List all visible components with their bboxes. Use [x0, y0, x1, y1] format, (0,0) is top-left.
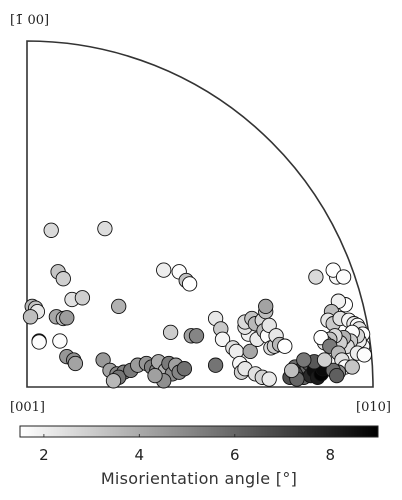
colorbar-tick-label-4: 4 — [135, 446, 145, 464]
data-point-131 — [316, 352, 333, 368]
data-point-23 — [181, 276, 198, 292]
scatter-points — [22, 220, 372, 389]
data-point-18 — [67, 355, 84, 372]
data-point-14 — [31, 334, 47, 350]
colorbar-tick-label-6: 6 — [230, 446, 240, 464]
colorbar — [19, 425, 379, 438]
data-point-47 — [188, 328, 205, 344]
data-point-75 — [261, 371, 277, 387]
data-point-99 — [335, 269, 352, 285]
data-point-19 — [111, 298, 127, 315]
data-point-130 — [329, 367, 345, 384]
data-point-95 — [284, 362, 300, 379]
corner-label-top: [1̄ 00] — [10, 13, 49, 28]
data-point-57 — [242, 343, 258, 360]
stereographic-triangle-outline — [26, 40, 374, 388]
data-point-0 — [43, 222, 59, 238]
data-point-3 — [55, 271, 71, 287]
data-point-29 — [105, 373, 122, 389]
data-point-9 — [22, 309, 39, 325]
data-point-67 — [258, 298, 274, 315]
colorbar-tick-label-8: 8 — [326, 446, 336, 464]
colorbar-tick-label-2: 2 — [39, 446, 49, 464]
data-point-133 — [356, 347, 372, 363]
data-point-1 — [97, 220, 113, 237]
data-point-44 — [147, 367, 163, 384]
data-point-5 — [74, 290, 91, 306]
colorbar-ticks: 2 4 6 8 — [39, 434, 335, 464]
data-point-20 — [156, 262, 172, 278]
data-point-92 — [296, 352, 312, 368]
data-point-127 — [344, 359, 360, 375]
corner-label-right: [010] — [356, 400, 391, 415]
data-point-96 — [308, 269, 324, 285]
colorbar-label: Misorientation angle [°] — [101, 469, 297, 488]
data-point-43 — [176, 361, 193, 377]
data-point-48 — [207, 357, 224, 373]
data-point-15 — [52, 333, 68, 349]
data-point-12 — [59, 310, 75, 326]
corner-label-origin: [001] — [10, 400, 45, 415]
data-point-45 — [162, 324, 179, 341]
data-point-51 — [214, 331, 231, 347]
data-point-77 — [277, 338, 293, 354]
